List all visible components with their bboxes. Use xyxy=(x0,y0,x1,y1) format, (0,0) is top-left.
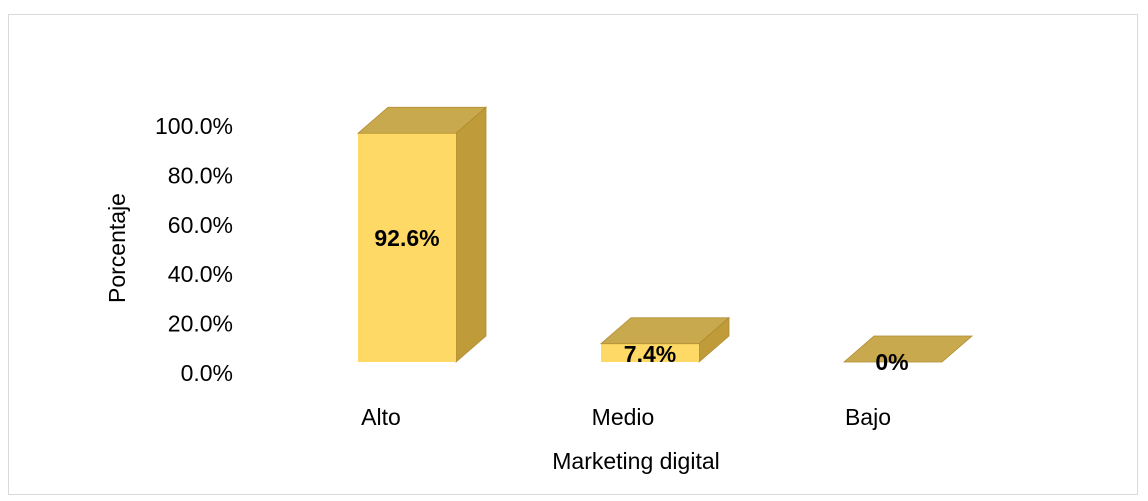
y-tick-label: 60.0% xyxy=(168,212,233,238)
y-axis-title: Porcentaje xyxy=(104,193,130,303)
bars xyxy=(356,106,974,363)
data-label: 92.6% xyxy=(374,225,439,251)
bar-top xyxy=(842,335,974,363)
data-labels: 92.6% 7.4% 0% xyxy=(374,225,908,375)
category-label: Bajo xyxy=(845,404,891,430)
data-label: 7.4% xyxy=(624,341,676,367)
y-tick-label: 40.0% xyxy=(168,261,233,287)
y-tick-label: 0.0% xyxy=(181,360,233,386)
bar-medio xyxy=(599,316,731,363)
bar-alto xyxy=(356,106,488,363)
category-label: Alto xyxy=(361,404,401,430)
bar-bajo xyxy=(842,335,974,363)
bar-top xyxy=(356,106,488,134)
y-axis-ticks: 0.0% 20.0% 40.0% 60.0% 80.0% 100.0% xyxy=(155,113,233,386)
y-tick-label: 100.0% xyxy=(155,113,233,139)
x-axis-title: Marketing digital xyxy=(552,448,719,474)
chart-frame xyxy=(8,14,1138,495)
bar-side xyxy=(455,106,487,363)
data-label: 0% xyxy=(875,349,908,375)
category-labels: Alto Medio Bajo xyxy=(361,404,891,430)
bar-front xyxy=(358,133,456,362)
y-tick-label: 20.0% xyxy=(168,311,233,337)
category-label: Medio xyxy=(592,404,655,430)
y-tick-label: 80.0% xyxy=(168,162,233,188)
bar-top xyxy=(599,317,731,345)
bar-front xyxy=(601,343,699,362)
